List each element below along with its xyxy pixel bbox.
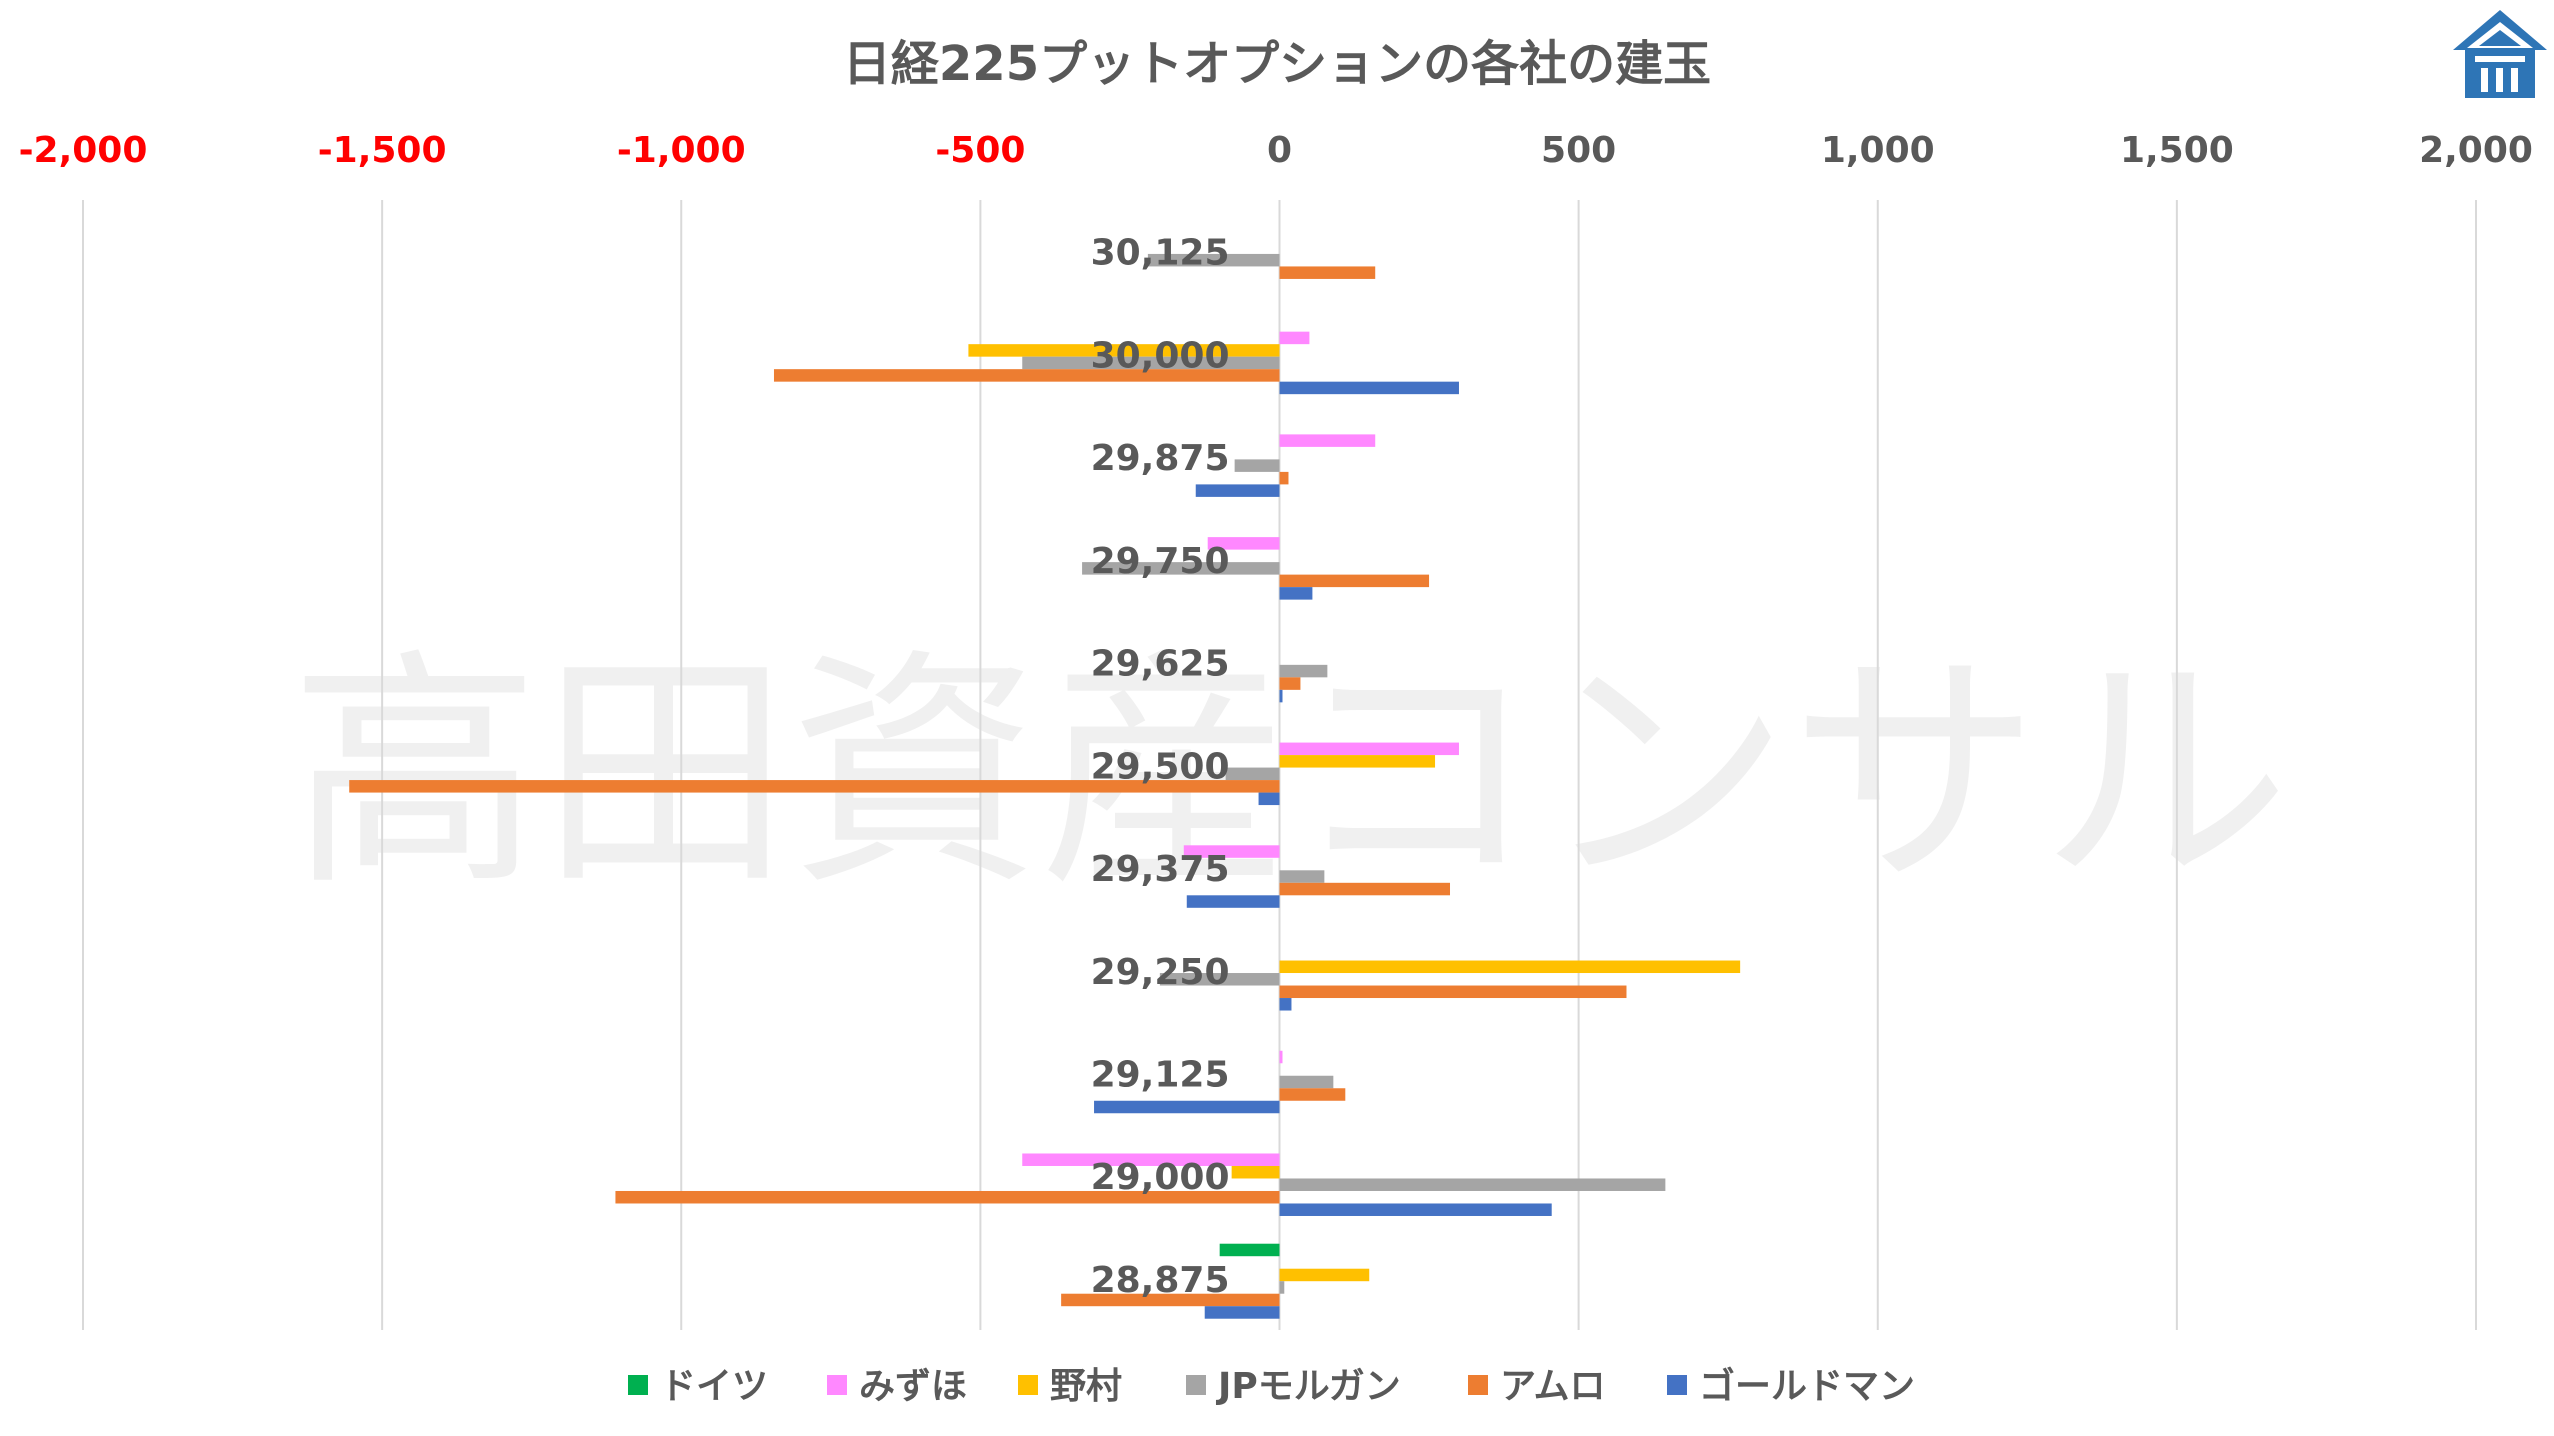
bar — [1279, 677, 1301, 690]
bar — [1061, 1293, 1280, 1307]
bar — [1279, 331, 1310, 345]
bar — [1159, 973, 1280, 986]
bar — [1204, 1306, 1280, 1319]
bar — [1279, 1088, 1346, 1101]
category-label: 29,875 — [1091, 438, 1230, 479]
bar — [1279, 1050, 1283, 1064]
bar — [1207, 537, 1280, 550]
x-tick-label: 2,000 — [2419, 130, 2533, 171]
legend-item: JPモルガン — [1186, 1366, 1401, 1407]
x-tick-label: -1,500 — [318, 130, 447, 171]
bar — [1279, 1075, 1334, 1089]
x-tick-label: -2,000 — [19, 130, 148, 171]
bar — [1279, 882, 1451, 896]
bar — [1231, 1165, 1280, 1179]
legend: ドイツ みずほ 野村 JPモルガン アムロ ゴールドマン — [628, 1365, 1915, 1407]
legend-label: JPモルガン — [1215, 1366, 1401, 1407]
category-label: 29,750 — [1091, 541, 1230, 582]
legend-swatch — [1186, 1375, 1206, 1395]
category-label: 30,000 — [1091, 335, 1230, 376]
bars — [349, 253, 1741, 1319]
x-tick-label: -500 — [935, 130, 1025, 171]
bar — [1279, 574, 1430, 588]
bar — [1186, 895, 1280, 908]
bar — [1195, 484, 1280, 497]
bar — [1279, 1203, 1552, 1216]
category-label: 29,625 — [1091, 644, 1230, 685]
bar — [1279, 689, 1283, 703]
legend-item: みずほ — [827, 1366, 967, 1407]
bar — [1022, 1153, 1280, 1166]
house-logo-icon — [2453, 10, 2547, 98]
bar — [1279, 381, 1459, 395]
x-tick-label: 500 — [1541, 130, 1616, 171]
bar — [1279, 471, 1289, 485]
x-tick-label: 1,500 — [2120, 130, 2234, 171]
bar — [1147, 253, 1280, 267]
gridlines — [82, 200, 2477, 1330]
bar — [1279, 1281, 1285, 1294]
bar — [1279, 755, 1436, 768]
bar — [1279, 985, 1627, 999]
category-label: 29,500 — [1091, 746, 1230, 787]
category-label: 29,000 — [1091, 1157, 1230, 1198]
bar — [1082, 562, 1280, 575]
x-tick-label: -1,000 — [617, 130, 746, 171]
bar — [1279, 870, 1325, 883]
legend-label: ゴールドマン — [1699, 1365, 1915, 1407]
legend-item: 野村 — [1018, 1366, 1122, 1407]
bar — [1279, 742, 1459, 756]
bar — [1022, 356, 1280, 370]
bar — [1279, 434, 1376, 447]
bar — [1279, 998, 1292, 1011]
category-label: 28,875 — [1091, 1260, 1230, 1301]
bar — [1279, 1178, 1666, 1191]
legend-label: アムロ — [1500, 1366, 1605, 1407]
bar — [1279, 664, 1328, 678]
legend-label: ドイツ — [660, 1366, 768, 1407]
legend-swatch — [827, 1375, 847, 1395]
category-label: 30,125 — [1091, 233, 1230, 274]
bar — [1279, 266, 1376, 279]
bar — [1279, 1268, 1370, 1282]
category-labels: 30,125 30,000 29,875 29,750 29,625 29,500 29,3… — [1091, 233, 1230, 1301]
bar — [1234, 459, 1280, 472]
legend-swatch — [1468, 1375, 1488, 1395]
chart-title: 日経225プットオプションの各社の建玉 — [843, 36, 1711, 92]
bar — [1279, 960, 1741, 974]
bar — [1094, 1100, 1280, 1114]
bar — [1279, 587, 1313, 600]
legend-swatch — [1667, 1375, 1687, 1395]
bar — [349, 780, 1280, 793]
x-axis-ticks: -2,000 -1,500 -1,000 -500 0 500 1,000 1,500 2,00… — [19, 130, 2533, 171]
bar — [1258, 792, 1280, 806]
bar — [1219, 1243, 1280, 1257]
x-tick-label: 1,000 — [1821, 130, 1935, 171]
x-tick-label: 0 — [1267, 130, 1292, 171]
legend-swatch — [628, 1375, 648, 1395]
legend-label: みずほ — [859, 1366, 967, 1407]
bar — [615, 1190, 1280, 1204]
bar — [1183, 845, 1280, 858]
category-label: 29,125 — [1091, 1055, 1230, 1096]
bar — [968, 344, 1280, 357]
legend-swatch — [1018, 1375, 1038, 1395]
bar — [1225, 767, 1280, 781]
legend-label: 野村 — [1050, 1366, 1122, 1407]
legend-item: ゴールドマン — [1667, 1365, 1915, 1407]
bar — [773, 369, 1280, 382]
category-label: 29,375 — [1091, 849, 1230, 890]
legend-item: アムロ — [1468, 1366, 1605, 1407]
legend-item: ドイツ — [628, 1366, 768, 1407]
category-label: 29,250 — [1091, 952, 1230, 993]
